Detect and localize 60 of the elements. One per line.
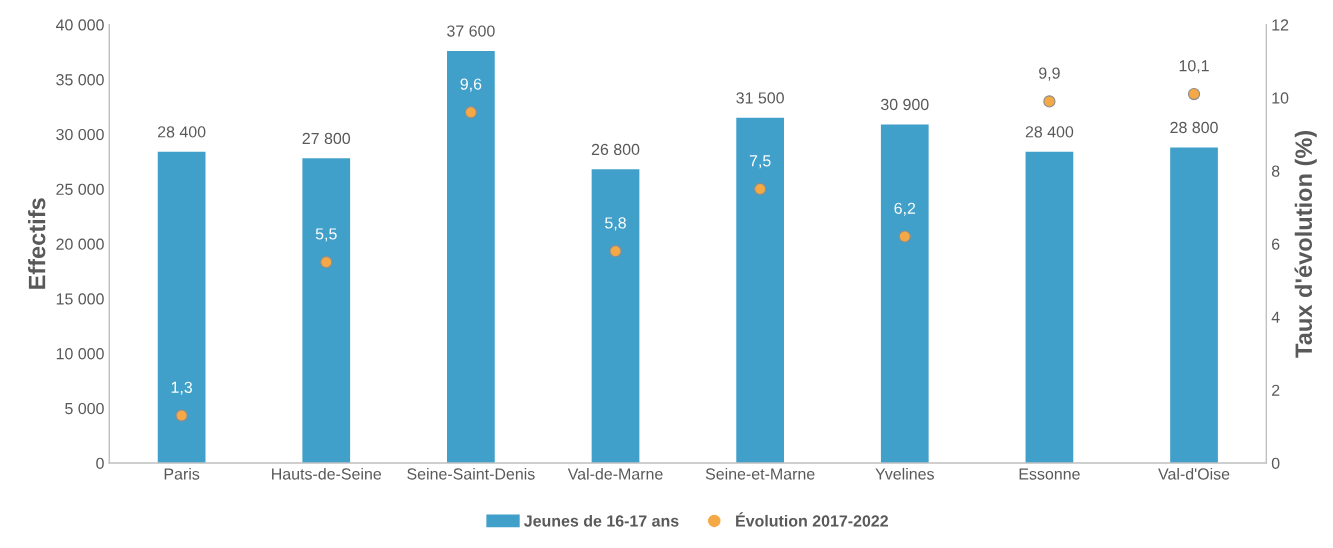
data-label: 6,2 [894,202,916,216]
y2-tick-label: 12 [1272,19,1289,31]
data-label: 26 800 [591,143,640,156]
legend-label: Jeunes de 16-17 ans [524,514,679,527]
data-label: 5,5 [315,228,337,242]
point [175,409,188,422]
data-label: 7,5 [749,155,771,169]
point [754,182,767,196]
y-tick-label: 30 000 [56,128,104,141]
y-tick-label: 40 000 [55,19,104,31]
point [898,230,911,243]
x-tick-label: Paris [164,467,200,480]
y-tick-label: 10 000 [56,348,104,360]
bar [1170,147,1218,464]
y-tick-label: 5 000 [65,402,104,415]
bar [447,50,495,464]
data-label: 9,6 [460,78,482,92]
y2-tick-label: 0 [1271,457,1280,469]
point [1043,95,1056,108]
data-label: 28 400 [158,126,206,138]
bar [736,117,785,464]
point [1187,87,1201,101]
data-label: 30 900 [880,98,929,111]
legend-label: Évolution 2017-2022 [736,512,888,527]
point [320,256,333,269]
x-tick-label: Essonne [1019,468,1080,480]
y2-tick-label: 8 [1271,165,1280,177]
data-label: 10,1 [1179,60,1209,74]
point [609,245,622,258]
x-tick-label: Val-de-Marne [567,467,663,480]
data-label: 28 400 [1025,126,1074,138]
y2-tick-label: 4 [1271,311,1280,323]
data-label: 9,9 [1039,67,1060,81]
data-label: 31 500 [736,92,784,104]
data-label: 1,3 [171,381,193,395]
bar [591,169,640,464]
y-tick-label: 25 000 [56,183,104,195]
y2-axis-title: Taux d'évolution (%) [1294,130,1317,358]
data-label: 5,8 [605,217,626,231]
y-axis-title: Effectifs [28,198,46,289]
bar [880,124,929,464]
y-tick-label: 0 [96,457,104,469]
y-tick-label: 35 000 [56,74,104,86]
x-tick-label: Val-d'Oise [1158,467,1230,480]
data-label: 28 800 [1170,121,1218,134]
data-label: 27 800 [302,132,351,145]
x-tick-label: Seine-Saint-Denis [407,467,535,480]
bar [157,151,206,464]
y2-tick-label: 10 [1272,92,1289,104]
data-label: 37 600 [447,25,495,37]
x-tick-label: Yvelines [875,467,934,480]
y-tick-label: 15 000 [56,293,104,305]
y2-tick-label: 2 [1272,384,1280,396]
bar [1025,151,1074,464]
x-tick-label: Hauts-de-Seine [272,467,382,480]
x-tick-label: Seine-et-Marne [705,467,815,480]
bar [302,158,351,464]
y-tick-label: 20 000 [56,238,104,250]
point [464,106,477,119]
y2-tick-label: 6 [1272,238,1280,250]
